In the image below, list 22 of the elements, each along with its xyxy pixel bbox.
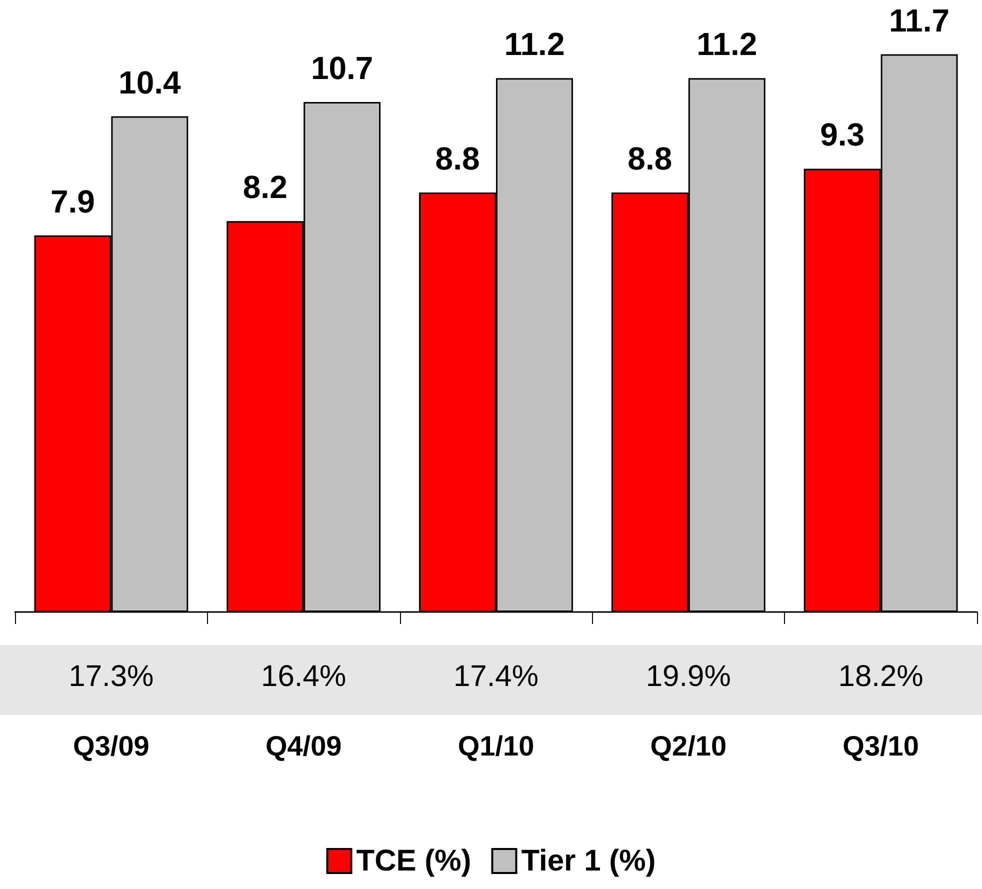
data-label: 9.3 bbox=[820, 116, 865, 153]
x-tick-label: Q1/10 bbox=[458, 730, 534, 762]
text: 19.9% bbox=[646, 660, 731, 694]
text: 17.4% bbox=[453, 660, 539, 694]
text: 17.3% bbox=[68, 660, 154, 694]
data-label: 11.7 bbox=[889, 2, 950, 38]
data-label: 11.2 bbox=[696, 26, 758, 62]
data-label: 11.2 bbox=[504, 26, 565, 62]
legend-label: Tier 1 (%) bbox=[521, 844, 656, 878]
legend-label: TCE (%) bbox=[356, 844, 472, 878]
data-label: 8.2 bbox=[242, 169, 288, 206]
data-label: 10.7 bbox=[310, 50, 374, 86]
data-label: 8.8 bbox=[628, 140, 672, 177]
x-tick-label: Q4/09 bbox=[265, 730, 342, 762]
data-label: 7.9 bbox=[50, 183, 95, 220]
text: 16.4% bbox=[261, 660, 346, 694]
data-label: 10.4 bbox=[118, 64, 182, 100]
x-tick-label: Q2/10 bbox=[650, 730, 727, 762]
text: 18.2% bbox=[838, 660, 924, 694]
data-label: 8.8 bbox=[435, 140, 480, 177]
x-tick-label: Q3/10 bbox=[842, 730, 919, 762]
x-tick-label: Q3/09 bbox=[73, 730, 150, 762]
